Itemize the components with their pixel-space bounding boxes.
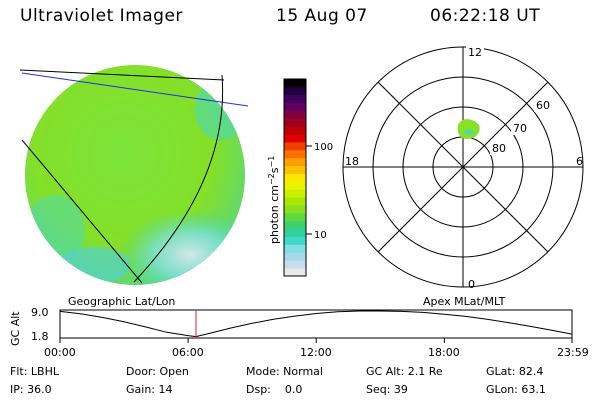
xtick-0600: 06:00 [172,346,204,359]
orbit-ytick-1-8: 1.8 [31,330,49,343]
status-seq: Seq: 39 [366,383,408,396]
colorbar-band [284,173,306,182]
lat-label-bg-60 [534,98,552,112]
lat-label-bg-70 [511,121,529,135]
time-label: 06:22:18 UT [430,6,541,26]
lat-label-bg-80 [490,141,508,155]
mlt-label-left: 18 [345,155,359,168]
orbit-left-label: Geographic Lat/Lon [68,295,175,308]
unit-main: photon cm [268,185,281,244]
aurora-patch [457,119,480,139]
colorbar-band [284,149,306,159]
orbit-right-label: Apex MLat/MLT [423,295,506,308]
colorbar-frame [283,78,307,277]
colorbar-band [284,110,306,119]
meridian-arc [133,74,224,283]
colorbar-label-100: 100 [314,142,333,153]
polar-diagonal-2 [377,81,549,253]
xtick-1800: 18:00 [428,346,460,359]
colorbar-band [284,212,306,222]
orbit-plot-frame [59,309,573,339]
lat-label-80: 80 [492,142,506,155]
colorbar-band [284,181,306,190]
colorbar-band [284,252,306,261]
aurora-patch-core [462,130,476,135]
mlt-label-bg-top [466,44,484,58]
colorbar-band [284,79,306,88]
colorbar-band [284,142,306,151]
colorbar-band [284,157,306,167]
terminator-line [21,139,143,284]
colorbar-band [284,244,306,253]
status-gc-alt: GC Alt: 2.1 Re [366,365,443,378]
polar-plot: 12 0 18 6 60 70 80 [342,44,584,291]
unit-exp2: −1 [267,156,276,168]
limb-line [19,69,225,81]
colorbar-unit-label: photon cm−2s−1 [267,156,281,244]
colorbar-label-10: 10 [314,230,327,241]
status-dsp: Dsp: 0.0 [246,383,303,396]
colorbar-band [284,205,306,214]
colorbar-band [284,260,306,269]
orbit-y-title: GC Alt [9,311,22,346]
orbit-ytick-9: 9.0 [31,306,49,319]
instrument-title: Ultraviolet Imager [20,6,183,26]
lat-label-70: 70 [513,122,527,135]
colorbar-band [284,197,306,206]
colorbar-band [284,102,306,111]
xtick-2359: 23:59 [557,346,589,359]
colorbar-band [284,94,306,104]
colorbar-band [284,228,306,237]
colorbar-band [284,165,306,174]
uv-image-disk [19,65,249,285]
status-door: Door: Open [126,365,189,378]
status-glon: GLon: 63.1 [486,383,546,396]
status-glat: GLat: 82.4 [486,365,544,378]
xtick-0000: 00:00 [44,346,76,359]
xtick-1200: 12:00 [300,346,332,359]
status-mode: Mode: Normal [246,365,323,378]
colorbar-band [284,118,306,127]
colorbar-band [284,126,306,135]
unit-exp1: −2 [267,173,276,185]
mlt-label-bottom: 0 [468,278,475,291]
lat-label-60: 60 [536,99,550,112]
date-label: 15 Aug 07 [276,6,368,26]
orbit-x-ticks [59,338,573,343]
colorbar-band [284,236,306,245]
status-ip: IP: 36.0 [10,383,52,396]
orbit-altitude-line [59,310,573,338]
colorbar-band [284,134,306,143]
colorbar-band [284,189,306,198]
mlt-label-right: 6 [576,155,583,168]
status-filter: Flt: LBHL [10,365,59,378]
blue-track-line [21,72,249,107]
colorbar [284,79,306,277]
colorbar-band [284,268,306,277]
unit-s: s [268,167,281,173]
mlt-label-top: 12 [468,46,482,59]
colorbar-band [284,86,306,96]
status-gain: Gain: 14 [126,383,173,396]
colorbar-band [284,220,306,230]
